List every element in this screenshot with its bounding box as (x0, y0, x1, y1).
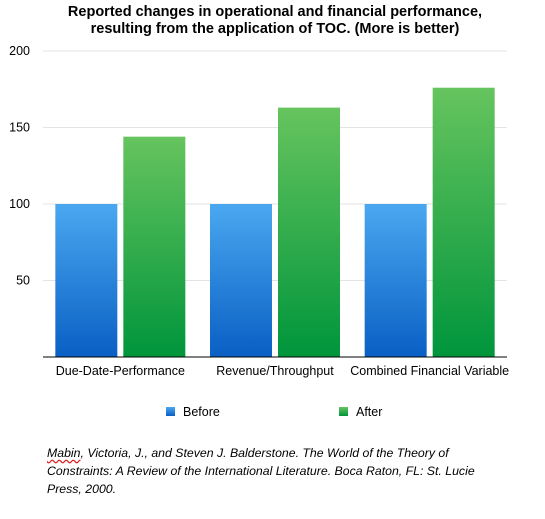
legend-label-before: Before (183, 405, 220, 419)
legend-swatch-after (339, 407, 348, 416)
bar-after-0 (123, 136, 186, 357)
y-tick-label-50: 50 (16, 274, 30, 288)
bar-before-1 (210, 204, 272, 357)
bar-after-1 (278, 107, 340, 357)
x-category-label-2: Combined Financial Variable (350, 364, 509, 378)
citation-text: , Victoria, J., and Steven J. Balderston… (47, 446, 475, 496)
chart-title-line-1: Reported changes in operational and fina… (68, 4, 482, 20)
legend: Before After (166, 405, 382, 419)
citation-author: Mabin (47, 446, 81, 460)
y-tick-label-200: 200 (9, 44, 30, 58)
grid-layer (43, 50, 507, 281)
y-tick-label-150: 150 (9, 121, 30, 135)
legend-swatch-before (166, 407, 175, 416)
citation: Mabin, Victoria, J., and Steven J. Balde… (47, 444, 487, 498)
bar-before-2 (364, 204, 427, 357)
x-category-label-1: Revenue/Throughput (216, 364, 334, 378)
x-category-label-0: Due-Date-Performance (56, 364, 185, 378)
legend-label-after: After (356, 405, 382, 419)
bar-after-2 (432, 87, 495, 357)
bar-before-0 (55, 204, 118, 357)
chart-title-line-2: resulting from the application of TOC. (… (91, 21, 460, 37)
y-tick-label-100: 100 (9, 197, 30, 211)
axis-layer: 50 100 150 200 Due-Date-Performance Revenue/T… (9, 44, 509, 378)
bar-layer (55, 87, 495, 357)
